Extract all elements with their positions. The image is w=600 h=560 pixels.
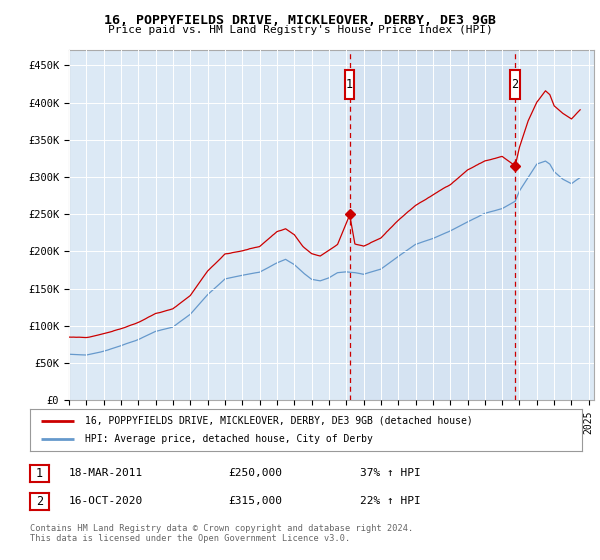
Text: HPI: Average price, detached house, City of Derby: HPI: Average price, detached house, City… bbox=[85, 434, 373, 444]
Text: 18-MAR-2011: 18-MAR-2011 bbox=[69, 468, 143, 478]
Bar bbox=[350, 50, 515, 400]
Text: 16-OCT-2020: 16-OCT-2020 bbox=[69, 496, 143, 506]
Text: 1: 1 bbox=[346, 78, 353, 91]
Bar bbox=[511, 69, 520, 100]
Text: 22% ↑ HPI: 22% ↑ HPI bbox=[360, 496, 421, 506]
Text: £250,000: £250,000 bbox=[228, 468, 282, 478]
Text: Contains HM Land Registry data © Crown copyright and database right 2024.
This d: Contains HM Land Registry data © Crown c… bbox=[30, 524, 413, 543]
Bar bbox=[345, 69, 355, 100]
Text: 2: 2 bbox=[512, 78, 519, 91]
Text: Price paid vs. HM Land Registry's House Price Index (HPI): Price paid vs. HM Land Registry's House … bbox=[107, 25, 493, 35]
Text: 2: 2 bbox=[36, 494, 43, 508]
Text: 1: 1 bbox=[36, 466, 43, 480]
Text: £315,000: £315,000 bbox=[228, 496, 282, 506]
Text: 16, POPPYFIELDS DRIVE, MICKLEOVER, DERBY, DE3 9GB: 16, POPPYFIELDS DRIVE, MICKLEOVER, DERBY… bbox=[104, 14, 496, 27]
Text: 16, POPPYFIELDS DRIVE, MICKLEOVER, DERBY, DE3 9GB (detached house): 16, POPPYFIELDS DRIVE, MICKLEOVER, DERBY… bbox=[85, 416, 473, 426]
Text: 37% ↑ HPI: 37% ↑ HPI bbox=[360, 468, 421, 478]
